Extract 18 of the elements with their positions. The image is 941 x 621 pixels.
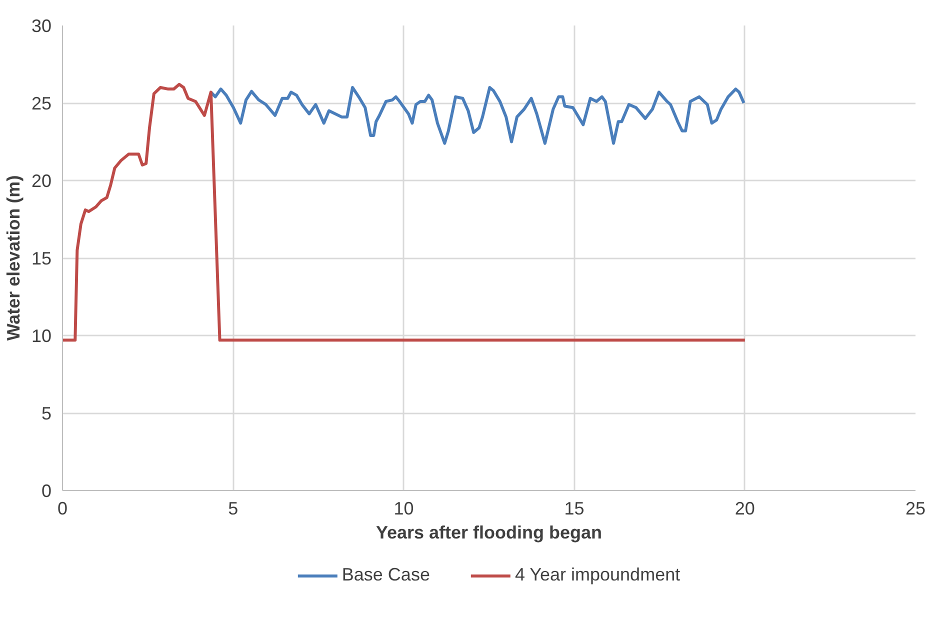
y-tick-label: 30 [31,16,52,36]
line-series [62,82,746,342]
x-tick-label: 25 [905,498,926,518]
y-tick-label: 10 [31,326,52,346]
y-axis-title: Water elevation (m) [3,175,24,341]
x-tick-label: 10 [394,498,414,518]
x-tick-label: 20 [734,498,755,518]
y-tick-label: 5 [41,404,52,424]
y-tick-label: 20 [31,171,52,191]
legend-label: 4 Year impoundment [514,564,680,586]
x-tick-label: 0 [57,498,68,518]
x-tick-label: 5 [228,498,238,518]
y-tick-label: 15 [31,248,52,268]
x-axis-title: Years after flooding began [376,522,602,542]
y-tick-label: 25 [31,94,52,114]
x-tick-label: 15 [564,498,584,518]
y-tick-label: 0 [41,481,52,501]
legend-label: Base Case [342,564,430,586]
